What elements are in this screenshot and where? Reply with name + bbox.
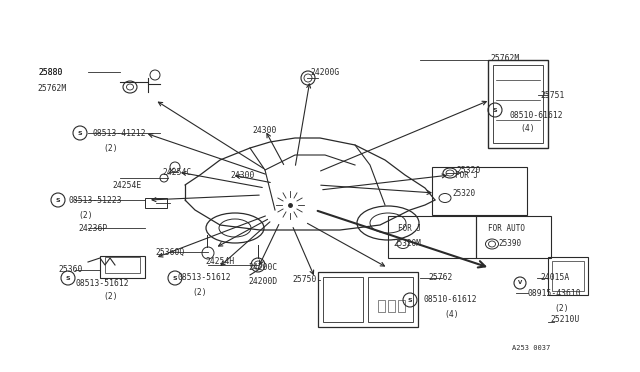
Bar [476, 216, 551, 258]
Bar [388, 300, 395, 312]
Text: S: S [66, 276, 70, 280]
Text: S: S [77, 131, 83, 135]
Bar [100, 256, 145, 278]
Text: 24236P: 24236P [78, 224, 108, 232]
Text: 24254H: 24254H [205, 257, 234, 266]
Text: V: V [518, 280, 522, 285]
Bar [368, 277, 413, 322]
Bar [105, 257, 140, 273]
Text: (4): (4) [520, 124, 534, 132]
Text: 24200D: 24200D [248, 278, 277, 286]
Text: 08513-51223: 08513-51223 [68, 196, 122, 205]
Text: 25751: 25751 [540, 90, 564, 99]
Text: S: S [173, 276, 177, 280]
Text: 25762M: 25762M [490, 54, 519, 62]
Text: 24015A: 24015A [540, 273, 569, 282]
Text: FOR AUTO: FOR AUTO [488, 224, 525, 232]
Text: S: S [408, 298, 412, 302]
Bar [145, 198, 167, 208]
Bar [548, 257, 588, 295]
Text: 25360Q: 25360Q [155, 247, 184, 257]
Text: 25360: 25360 [58, 266, 83, 275]
Bar [323, 277, 363, 322]
Text: 25880: 25880 [38, 67, 62, 77]
Text: (2): (2) [192, 289, 207, 298]
Text: 25320: 25320 [456, 166, 481, 174]
Text: 08513-51612: 08513-51612 [75, 279, 129, 288]
Text: 08510-61612: 08510-61612 [424, 295, 477, 305]
Text: A253 0037: A253 0037 [512, 345, 550, 351]
Text: 24300: 24300 [230, 170, 254, 180]
Bar [318, 272, 418, 327]
Text: 24254C: 24254C [162, 167, 191, 176]
Text: 25750: 25750 [292, 276, 316, 285]
Text: 25210U: 25210U [550, 315, 579, 324]
Text: S: S [493, 108, 497, 112]
Text: 08513-41212: 08513-41212 [92, 128, 146, 138]
Text: S: S [56, 198, 60, 202]
Text: 25320M: 25320M [393, 240, 420, 248]
Text: 24300: 24300 [252, 125, 276, 135]
Bar [378, 300, 385, 312]
Bar [398, 300, 405, 312]
Text: 25880: 25880 [38, 67, 62, 77]
Text: 24200C: 24200C [248, 263, 277, 273]
Text: 25762M: 25762M [37, 83, 67, 93]
Text: 08915-43610: 08915-43610 [528, 289, 582, 298]
Text: 08510-61612: 08510-61612 [510, 110, 564, 119]
Text: FOR J: FOR J [398, 224, 421, 232]
Text: 25390: 25390 [498, 240, 521, 248]
Text: 24254E: 24254E [112, 180, 141, 189]
Text: (2): (2) [554, 304, 568, 312]
Text: FOR J: FOR J [455, 170, 478, 180]
Bar [432, 167, 527, 215]
Text: (4): (4) [444, 311, 459, 320]
Bar [493, 65, 543, 143]
Bar [388, 216, 476, 258]
Text: (2): (2) [103, 144, 118, 153]
Text: 08513-51612: 08513-51612 [178, 273, 232, 282]
Text: 25320: 25320 [452, 189, 475, 198]
Bar [552, 261, 584, 291]
Bar [488, 60, 548, 148]
Text: (2): (2) [103, 292, 118, 301]
Text: 24200G: 24200G [310, 67, 339, 77]
Text: 25762: 25762 [428, 273, 452, 282]
Text: (2): (2) [78, 211, 93, 219]
